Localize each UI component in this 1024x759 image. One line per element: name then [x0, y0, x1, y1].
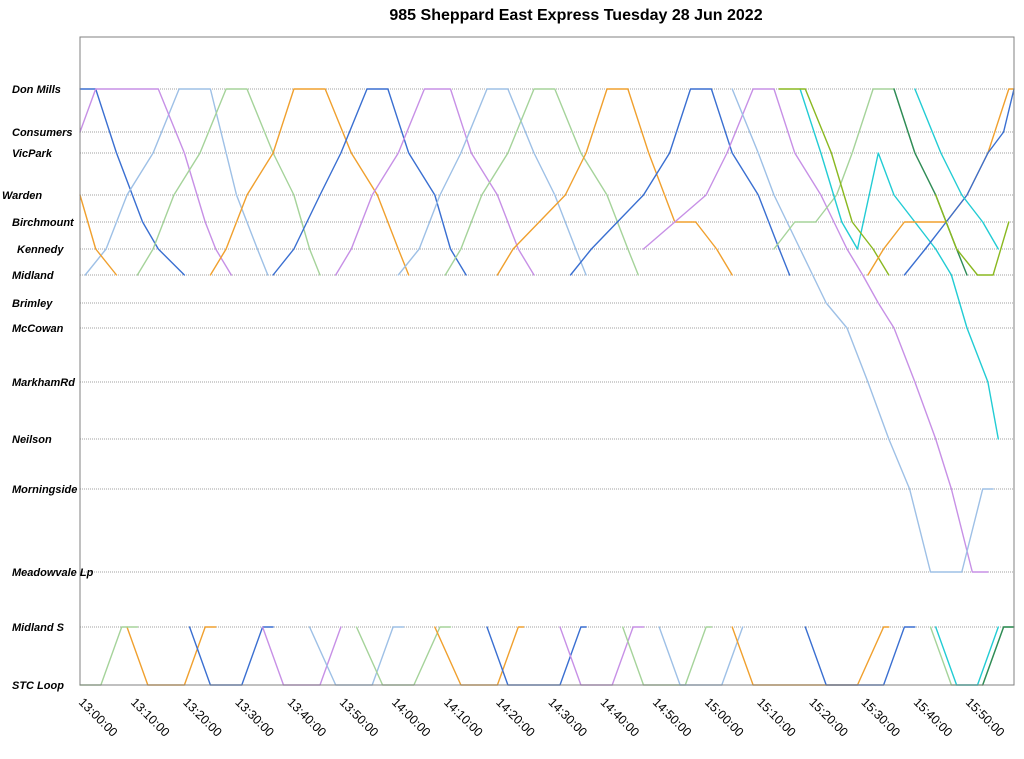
chart-title: 985 Sheppard East Express Tuesday 28 Jun…: [389, 7, 762, 24]
x-tick-label: 13:20:00: [180, 695, 224, 739]
x-tick-label: 14:20:00: [493, 695, 537, 739]
stop-label: Morningside: [12, 484, 77, 496]
x-tick-label: 14:30:00: [545, 695, 589, 739]
trip-line-21: [935, 194, 1010, 276]
trip-line-34: [804, 626, 916, 686]
trip-line-15: [799, 88, 999, 440]
stop-label: Kennedy: [17, 244, 64, 256]
stop-labels: Don Mills Consumers VicPark Warden Birchmoun…: [2, 84, 94, 692]
stop-label: Warden: [2, 190, 42, 202]
trip-line-7: [335, 88, 535, 276]
trip-line-27: [355, 626, 452, 686]
trip-line-4: [136, 88, 321, 276]
trip-line-20: [914, 88, 999, 250]
trip-line-6: [272, 88, 467, 276]
trip-line-25: [261, 626, 342, 686]
trip-line-16: [778, 88, 890, 276]
trip-line-31: [622, 626, 713, 686]
stop-label: Meadowvale Lp: [12, 567, 94, 579]
trip-line-12: [642, 88, 989, 573]
trip-line-28: [434, 626, 525, 686]
trip-line-30: [559, 626, 645, 686]
trip-line-10: [496, 88, 733, 276]
x-tick-label: 15:40:00: [911, 695, 955, 739]
trip-line-19: [903, 88, 1015, 276]
x-tick-label: 14:10:00: [441, 695, 485, 739]
x-tick-label: 15:00:00: [702, 695, 746, 739]
x-tick-label: 15:30:00: [859, 695, 903, 739]
stop-label: MarkhamRd: [12, 377, 75, 389]
stop-label: Consumers: [12, 127, 73, 139]
stop-label: Midland: [12, 270, 54, 282]
trip-line-36: [935, 626, 999, 686]
x-tick-label: 13:30:00: [232, 695, 276, 739]
trip-line-0: [79, 88, 186, 276]
x-tick-label: 13:00:00: [76, 695, 120, 739]
trip-line-35: [929, 626, 1015, 686]
x-tick-label: 13:10:00: [128, 695, 172, 739]
x-tick-label: 15:50:00: [963, 695, 1007, 739]
x-tick-label: 14:40:00: [598, 695, 642, 739]
trip-line-33: [731, 626, 890, 686]
x-tick-label: 15:10:00: [754, 695, 798, 739]
stop-label: Birchmount: [12, 217, 75, 229]
trip-line-8: [397, 88, 587, 276]
trip-line-22: [126, 626, 217, 686]
trip-line-11: [569, 88, 791, 276]
x-tick-label: 14:00:00: [389, 695, 433, 739]
stop-label: STC Loop: [12, 680, 64, 692]
trip-line-29: [486, 626, 587, 686]
trip-line-2: [79, 194, 118, 276]
series-layer: [79, 88, 1015, 686]
x-tick-label: 14:50:00: [650, 695, 694, 739]
plot-frame: [79, 36, 1015, 686]
trip-line-1: [84, 88, 269, 276]
trip-line-3: [79, 88, 233, 276]
grid-layer: [80, 88, 1014, 628]
trip-line-13: [731, 88, 994, 573]
trip-line-37: [982, 626, 1015, 686]
stop-label: VicPark: [12, 148, 53, 160]
stop-label: Neilson: [12, 434, 52, 446]
trip-line-9: [444, 88, 639, 276]
x-tick-label: 13:40:00: [285, 695, 329, 739]
x-tick-label: 15:20:00: [806, 695, 850, 739]
stop-label: McCowan: [12, 323, 64, 335]
trip-line-5: [209, 88, 410, 276]
stop-label: Brimley: [12, 298, 53, 310]
trip-line-32: [658, 626, 744, 686]
trip-line-23: [79, 626, 139, 686]
x-tick-label: 13:50:00: [337, 695, 381, 739]
stop-label: Midland S: [12, 622, 65, 634]
stop-label: Don Mills: [12, 84, 61, 96]
x-tick-labels: 13:00:00 13:10:00 13:20:00 13:30:00 13:40:00…: [76, 695, 1007, 739]
